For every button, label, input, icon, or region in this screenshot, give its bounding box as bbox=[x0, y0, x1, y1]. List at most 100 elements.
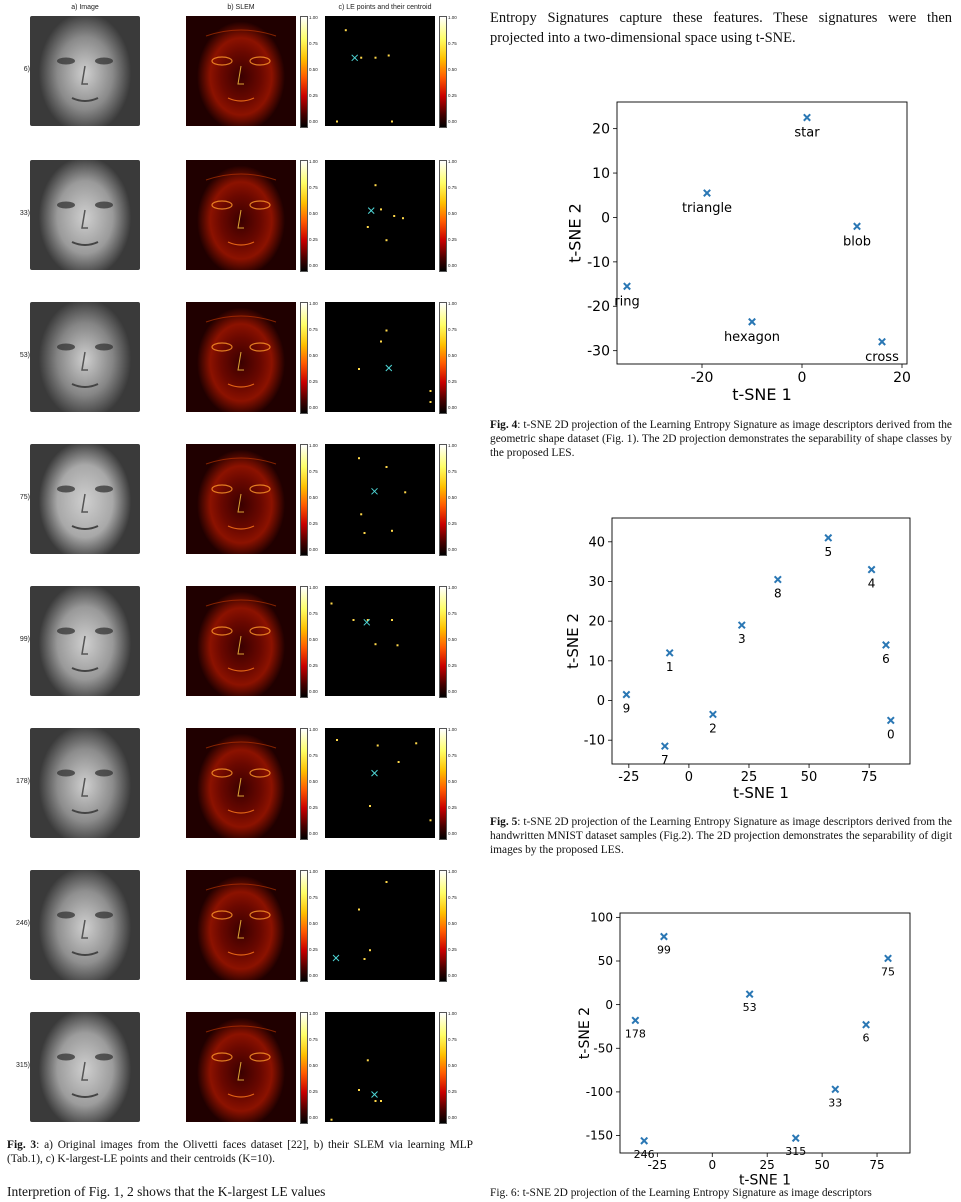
data-point-label: 99 bbox=[657, 944, 671, 957]
data-point-label: 53 bbox=[743, 1001, 757, 1014]
slem-colorbar-ticks: 1.00 0.75 0.50 0.25 0.00 bbox=[309, 15, 329, 126]
colorbar-tick-label: 0.25 bbox=[448, 237, 457, 242]
le-point bbox=[380, 340, 382, 343]
marker-stroke bbox=[622, 690, 631, 699]
colorbar-tick-label: 1.00 bbox=[309, 727, 318, 732]
marker-stroke bbox=[882, 641, 890, 649]
y-axis-label: t-SNE 2 bbox=[564, 613, 582, 669]
le-point bbox=[358, 1089, 360, 1091]
data-point-label: 246 bbox=[634, 1148, 655, 1161]
fig5-caption-text: : t-SNE 2D projection of the Learning En… bbox=[490, 816, 952, 856]
data-point-marker bbox=[660, 742, 669, 751]
data-point-marker bbox=[878, 337, 886, 346]
x-axis-label: t-SNE 1 bbox=[733, 784, 789, 802]
slem-heatmap bbox=[186, 302, 296, 412]
slem-colorbar-ticks: 1.00 0.75 0.50 0.25 0.00 bbox=[309, 585, 329, 696]
fig4-caption-text: : t-SNE 2D projection of the Learning En… bbox=[490, 419, 952, 459]
le-point bbox=[358, 368, 360, 370]
colorbar-tick-label: 0.50 bbox=[448, 353, 457, 358]
marker-stroke bbox=[623, 282, 631, 291]
colorbar-tick-label: 0.00 bbox=[448, 119, 457, 124]
le-point bbox=[330, 602, 333, 605]
data-point-marker bbox=[703, 189, 711, 197]
le-points-map bbox=[325, 444, 435, 554]
fig5-caption-label: Fig. 5 bbox=[490, 816, 518, 828]
colorbar-tick-label: 0.00 bbox=[309, 547, 318, 552]
centroid-marker bbox=[351, 54, 359, 62]
colorbar-tick-label: 0.50 bbox=[448, 67, 457, 72]
face-image bbox=[30, 870, 140, 980]
le-point bbox=[402, 217, 404, 220]
colorbar-tick-label: 0.50 bbox=[448, 211, 457, 216]
face-image bbox=[30, 1012, 140, 1122]
x-tick-label: 0 bbox=[685, 770, 693, 785]
colorbar-tick-label: 1.00 bbox=[309, 301, 318, 306]
y-tick-label: 0 bbox=[597, 694, 605, 709]
le-point bbox=[369, 805, 371, 807]
fig3-row-label: 33) bbox=[19, 210, 30, 217]
y-tick-label: -10 bbox=[584, 734, 605, 749]
data-point-label: 6 bbox=[863, 1032, 870, 1045]
data-point-label: triangle bbox=[682, 201, 732, 216]
data-point-label: 178 bbox=[625, 1027, 646, 1040]
le-colorbar-ticks: 1.00 0.75 0.50 0.25 0.00 bbox=[448, 585, 468, 696]
marker-stroke bbox=[665, 648, 674, 657]
slem-colorbar bbox=[300, 160, 308, 272]
colorbar-tick-label: 0.25 bbox=[448, 93, 457, 98]
y-tick-label: 30 bbox=[588, 575, 605, 590]
marker-stroke bbox=[703, 189, 711, 197]
colorbar-tick-label: 0.00 bbox=[309, 405, 318, 410]
colorbar-tick-label: 1.00 bbox=[309, 869, 318, 874]
marker-stroke bbox=[886, 716, 895, 725]
data-point-marker bbox=[882, 641, 890, 649]
colorbar-tick-label: 1.00 bbox=[309, 585, 318, 590]
le-point bbox=[415, 742, 418, 745]
slem-colorbar bbox=[300, 302, 308, 414]
colorbar-tick-label: 1.00 bbox=[448, 159, 457, 164]
data-point-label: 4 bbox=[868, 577, 876, 591]
slem-colorbar-ticks: 1.00 0.75 0.50 0.25 0.00 bbox=[309, 159, 329, 270]
fig3-caption-text: : a) Original images from the Olivetti f… bbox=[7, 1139, 473, 1165]
data-point-marker bbox=[803, 113, 811, 122]
le-point bbox=[358, 457, 360, 460]
x-tick-label: 50 bbox=[801, 770, 818, 785]
y-tick-label: 20 bbox=[588, 615, 605, 630]
le-point bbox=[330, 1118, 333, 1121]
face-image bbox=[30, 728, 140, 838]
x-tick-label: 25 bbox=[760, 1158, 775, 1172]
x-tick-label: -25 bbox=[618, 770, 639, 785]
colorbar-tick-label: 0.25 bbox=[448, 379, 457, 384]
data-point-marker bbox=[748, 317, 756, 326]
data-point-marker bbox=[773, 575, 782, 584]
colorbar-tick-label: 0.00 bbox=[448, 689, 457, 694]
y-tick-label: -20 bbox=[587, 299, 610, 315]
fig3-row-label: 53) bbox=[19, 352, 30, 359]
y-tick-label: 100 bbox=[590, 911, 613, 925]
data-point-label: cross bbox=[865, 350, 899, 365]
colorbar-tick-label: 0.00 bbox=[448, 263, 457, 268]
centroid-marker bbox=[385, 364, 393, 372]
data-point-label: 33 bbox=[828, 1096, 842, 1109]
data-point-label: blob bbox=[843, 234, 871, 249]
colorbar-tick-label: 0.25 bbox=[309, 663, 318, 668]
colorbar-tick-label: 0.00 bbox=[448, 831, 457, 836]
colorbar-tick-label: 0.50 bbox=[309, 495, 318, 500]
face-image bbox=[30, 586, 140, 696]
fig3-row-label: 246) bbox=[15, 920, 30, 927]
colorbar-tick-label: 1.00 bbox=[448, 869, 457, 874]
data-point-marker bbox=[623, 282, 631, 291]
marker-stroke bbox=[745, 990, 754, 999]
colorbar-tick-label: 0.75 bbox=[448, 611, 457, 616]
marker-stroke bbox=[831, 1085, 840, 1094]
data-point-marker bbox=[884, 954, 892, 963]
data-point-label: star bbox=[794, 126, 820, 141]
marker-stroke bbox=[867, 565, 876, 574]
y-tick-label: -100 bbox=[586, 1085, 613, 1099]
colorbar-tick-label: 0.50 bbox=[448, 921, 457, 926]
slem-colorbar-ticks: 1.00 0.75 0.50 0.25 0.00 bbox=[309, 1011, 329, 1122]
marker-stroke bbox=[791, 1134, 800, 1143]
fig3-header-le: c) LE points and their centroid bbox=[338, 4, 432, 11]
data-point-marker bbox=[640, 1136, 649, 1145]
data-point-marker bbox=[862, 1020, 870, 1029]
centroid-marker bbox=[371, 1091, 378, 1098]
